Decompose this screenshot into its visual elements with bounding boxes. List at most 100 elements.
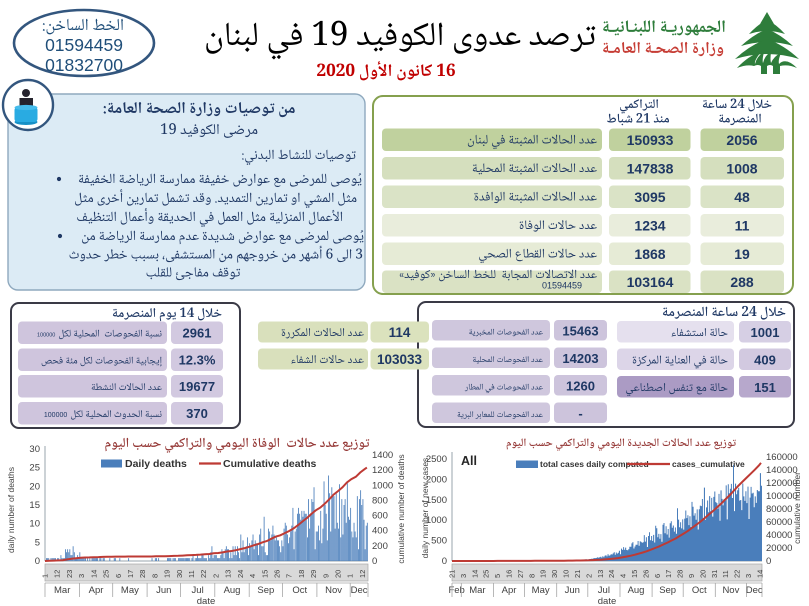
svg-text:147838: 147838 <box>627 161 674 177</box>
svg-text:19: 19 <box>163 570 172 578</box>
svg-text:20: 20 <box>334 570 343 578</box>
svg-text:16: 16 <box>505 570 514 578</box>
svg-text:2961: 2961 <box>183 326 212 341</box>
svg-text:Jun: Jun <box>565 585 580 596</box>
svg-text:1001: 1001 <box>751 325 780 340</box>
svg-text:30: 30 <box>550 570 559 578</box>
svg-text:7: 7 <box>285 574 294 578</box>
svg-text:2056: 2056 <box>726 132 757 148</box>
svg-text:100000: 100000 <box>44 412 67 419</box>
svg-text:13: 13 <box>224 570 233 578</box>
svg-text:500: 500 <box>431 536 447 547</box>
svg-text:9: 9 <box>321 574 330 578</box>
svg-text:Apr: Apr <box>89 585 104 596</box>
svg-text:17: 17 <box>664 570 673 578</box>
svg-text:19677: 19677 <box>179 379 215 394</box>
svg-text:Mar: Mar <box>469 585 485 596</box>
svg-text:8: 8 <box>150 574 159 578</box>
svg-text:40000: 40000 <box>766 530 792 541</box>
svg-text:1: 1 <box>41 574 50 578</box>
svg-text:Mar: Mar <box>54 585 70 596</box>
svg-text:19: 19 <box>539 570 548 578</box>
svg-text:Nov: Nov <box>325 585 342 596</box>
svg-text:date: date <box>197 596 216 606</box>
svg-text:cumulative number of deaths: cumulative number of deaths <box>396 454 406 563</box>
svg-text:23: 23 <box>65 570 74 578</box>
svg-text:1: 1 <box>346 574 355 578</box>
svg-text:14: 14 <box>470 570 479 578</box>
svg-text:370: 370 <box>186 406 208 421</box>
svg-text:120000: 120000 <box>766 478 798 489</box>
svg-text:14: 14 <box>89 570 98 578</box>
svg-text:Sep: Sep <box>257 585 274 596</box>
svg-text:Apr: Apr <box>502 585 517 596</box>
svg-text:150933: 150933 <box>627 132 674 148</box>
svg-text:5: 5 <box>35 537 40 548</box>
svg-text:2: 2 <box>211 574 220 578</box>
svg-text:1000: 1000 <box>372 480 393 491</box>
svg-text:288: 288 <box>730 274 754 290</box>
svg-text:30: 30 <box>29 444 40 455</box>
svg-text:28: 28 <box>138 570 147 578</box>
svg-text:1000: 1000 <box>426 515 447 526</box>
svg-text:80000: 80000 <box>766 504 792 515</box>
svg-text:0: 0 <box>442 556 447 567</box>
svg-text:26: 26 <box>641 570 650 578</box>
svg-text:20: 20 <box>29 481 40 492</box>
svg-text:4: 4 <box>619 574 628 578</box>
svg-text:19: 19 <box>734 246 750 262</box>
svg-text:31: 31 <box>710 570 719 578</box>
svg-text:15: 15 <box>630 570 639 578</box>
svg-text:1008: 1008 <box>726 161 757 177</box>
svg-text:cases_cumulative: cases_cumulative <box>672 459 745 469</box>
svg-text:01832700: 01832700 <box>45 55 123 75</box>
svg-text:Sep: Sep <box>659 585 676 596</box>
svg-text:160000: 160000 <box>766 452 798 463</box>
svg-text:Daily deaths: Daily deaths <box>125 458 187 470</box>
svg-text:14203: 14203 <box>562 351 598 366</box>
svg-text:All: All <box>461 454 477 468</box>
svg-text:114: 114 <box>389 325 411 340</box>
svg-text:60000: 60000 <box>766 517 792 528</box>
svg-text:daily number of new cases: daily number of new cases <box>420 458 430 559</box>
svg-text:0: 0 <box>766 556 771 567</box>
svg-text:14: 14 <box>755 570 764 578</box>
svg-text:3: 3 <box>744 574 753 578</box>
svg-text:2: 2 <box>584 574 593 578</box>
svg-text:25: 25 <box>29 463 40 474</box>
svg-text:409: 409 <box>754 353 776 368</box>
svg-text:20000: 20000 <box>766 543 792 554</box>
svg-text:01594459: 01594459 <box>542 281 582 291</box>
svg-text:01594459: 01594459 <box>45 35 123 55</box>
svg-text:18: 18 <box>297 570 306 578</box>
svg-text:103164: 103164 <box>627 274 674 290</box>
svg-text:1400: 1400 <box>372 450 393 461</box>
svg-text:0: 0 <box>35 556 40 567</box>
svg-text:1500: 1500 <box>426 495 447 506</box>
svg-text:48: 48 <box>734 189 750 205</box>
svg-text:103033: 103033 <box>377 352 423 367</box>
svg-text:cumulative number: cumulative number <box>792 472 802 544</box>
svg-text:25: 25 <box>102 570 111 578</box>
svg-text:Cumulative deaths: Cumulative deaths <box>223 458 317 470</box>
svg-text:15463: 15463 <box>562 324 598 339</box>
svg-text:Dec: Dec <box>746 585 763 596</box>
svg-text:-: - <box>578 406 582 421</box>
svg-text:Nov: Nov <box>722 585 739 596</box>
svg-text:1200: 1200 <box>372 465 393 476</box>
svg-text:Jul: Jul <box>598 585 610 596</box>
svg-text:12.3%: 12.3% <box>179 353 216 368</box>
svg-text:0: 0 <box>372 556 377 567</box>
svg-text:2000: 2000 <box>426 474 447 485</box>
svg-text:600: 600 <box>372 511 388 522</box>
svg-text:26: 26 <box>272 570 281 578</box>
svg-text:12: 12 <box>53 570 62 578</box>
svg-text:3095: 3095 <box>634 189 665 205</box>
svg-text:21: 21 <box>573 570 582 578</box>
svg-text:27: 27 <box>516 570 525 578</box>
svg-text:21: 21 <box>448 570 457 578</box>
svg-text:29: 29 <box>309 570 318 578</box>
svg-text:total cases daily computed: total cases daily computed <box>540 459 649 469</box>
svg-text:Jul: Jul <box>192 585 204 596</box>
svg-text:12: 12 <box>358 570 367 578</box>
